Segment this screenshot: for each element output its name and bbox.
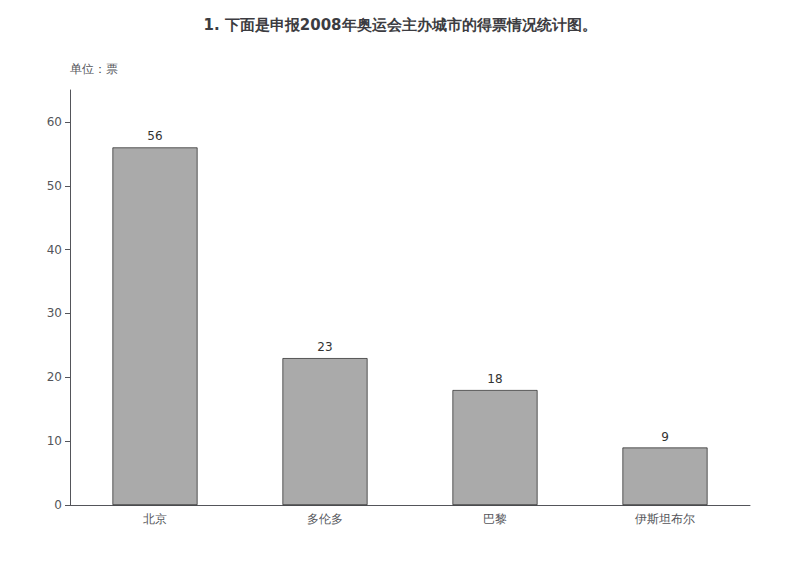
svg-text:20: 20: [47, 370, 62, 384]
svg-text:23: 23: [317, 340, 332, 354]
svg-text:18: 18: [487, 372, 502, 386]
svg-text:10: 10: [47, 434, 62, 448]
svg-text:巴黎: 巴黎: [483, 512, 507, 526]
svg-text:单位：票: 单位：票: [70, 62, 118, 76]
svg-text:40: 40: [47, 243, 62, 257]
svg-text:30: 30: [47, 306, 62, 320]
svg-text:多伦多: 多伦多: [307, 512, 343, 526]
svg-text:1. 下面是申报2008年奥运会主办城市的得票情况统计图。: 1. 下面是申报2008年奥运会主办城市的得票情况统计图。: [203, 16, 596, 34]
svg-text:北京: 北京: [143, 512, 167, 526]
svg-text:0: 0: [54, 498, 62, 512]
svg-text:伊斯坦布尔: 伊斯坦布尔: [635, 512, 695, 526]
svg-text:50: 50: [47, 179, 62, 193]
svg-text:9: 9: [661, 430, 669, 444]
svg-text:56: 56: [147, 129, 162, 143]
svg-text:60: 60: [47, 115, 62, 129]
